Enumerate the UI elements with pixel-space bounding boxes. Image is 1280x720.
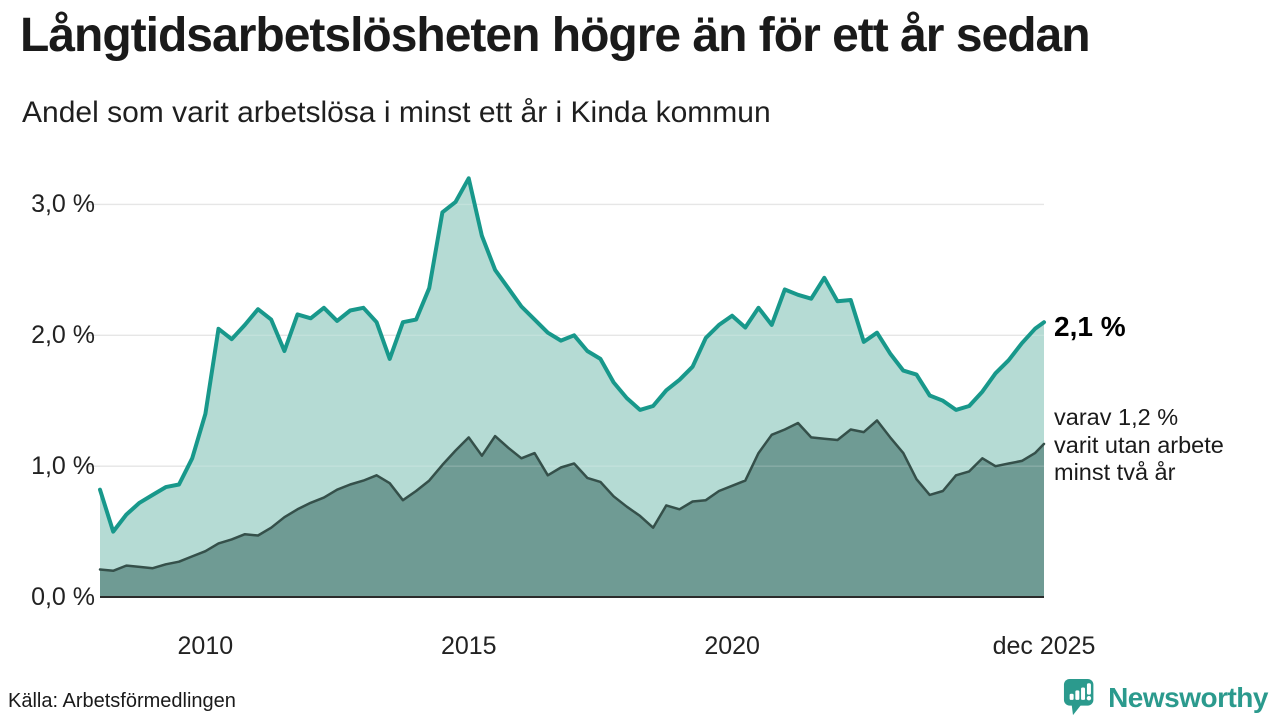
y-tick-label: 2,0 %: [31, 321, 95, 350]
two-year-series-label: varav 1,2 % varit utan arbete minst två …: [1054, 404, 1224, 487]
x-tick-label: 2020: [704, 632, 760, 660]
two-year-label-line-3: minst två år: [1054, 459, 1176, 485]
series-line-1: [98, 419, 1046, 573]
y-tick-label: 0,0 %: [31, 583, 95, 611]
newsworthy-logo-icon: [1064, 679, 1094, 716]
two-year-label-line-2: varit utan arbete: [1054, 431, 1224, 458]
two-year-label-line-1: varav 1,2 %: [1054, 404, 1179, 430]
series-area-1: [100, 420, 1044, 597]
source-credit: Källa: Arbetsförmedlingen: [8, 690, 236, 712]
page-title: Långtidsarbetslösheten högre än för ett …: [20, 9, 1091, 62]
series-line-0: [98, 176, 1046, 534]
x-tick-label: 2010: [177, 632, 234, 660]
latest-total-value-label: 2,1 %: [1054, 311, 1126, 342]
y-tick-label: 3,0 %: [31, 190, 95, 219]
newsworthy-logo: Newsworthy: [1063, 678, 1268, 718]
x-tick-label: dec 2025: [992, 632, 1096, 660]
y-tick-label: 1,0 %: [31, 452, 95, 481]
chart-subtitle: Andel som varit arbetslösa i minst ett å…: [22, 96, 771, 129]
x-tick-label: 2015: [440, 632, 497, 660]
newsworthy-logo-text: Newsworthy: [1108, 682, 1268, 713]
